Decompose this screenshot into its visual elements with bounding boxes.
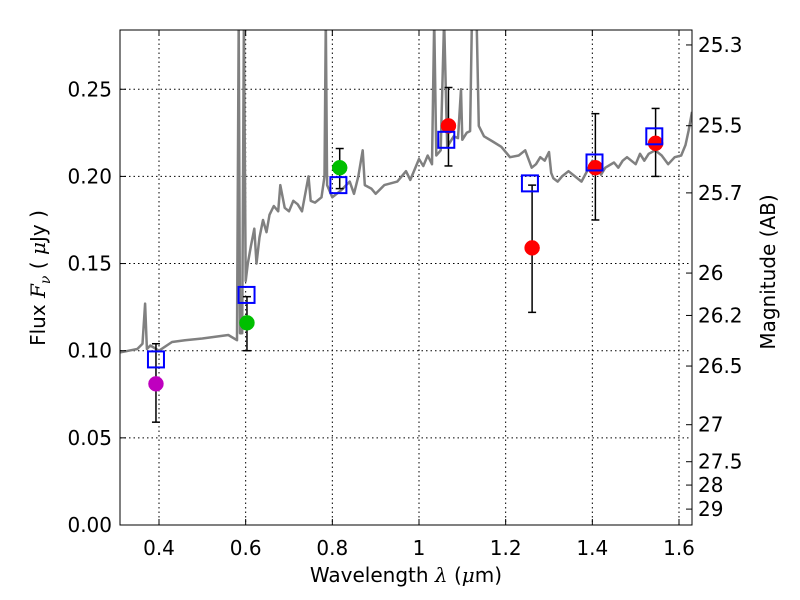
magnitude-tick-label: 25.5 <box>698 114 743 138</box>
observed-point <box>148 376 164 392</box>
y-tick-label: 0.15 <box>67 252 112 276</box>
x-axis-ticks: 0.4 0.6 0.8 1 1.2 1.4 1.6 <box>143 30 695 560</box>
magnitude-tick-label: 25.7 <box>698 181 743 205</box>
observed-point <box>587 159 604 176</box>
magnitude-tick-label: 26 <box>698 261 723 285</box>
magnitude-tick-label: 28 <box>698 473 723 497</box>
magnitude-tick-label: 25.3 <box>698 33 743 57</box>
plot-frame <box>119 29 693 526</box>
x-tick-label: 1.4 <box>576 536 608 560</box>
observed-points <box>148 118 664 392</box>
error-bars <box>151 86 660 423</box>
observed-point <box>239 315 255 331</box>
model-spectrum-line <box>120 30 692 354</box>
grid <box>120 30 692 526</box>
y-tick-label: 0.00 <box>67 513 112 537</box>
observed-point <box>647 135 664 152</box>
x-tick-label: 0.8 <box>316 536 348 560</box>
model-band-square <box>437 130 456 149</box>
y-tick-label: 0.20 <box>67 164 112 188</box>
model-band-square <box>146 350 165 369</box>
model-band-square <box>585 153 604 172</box>
x-tick-label: 1.6 <box>663 536 695 560</box>
observed-point <box>524 240 540 256</box>
magnitude-tick-label: 29 <box>698 497 723 521</box>
model-band-square <box>329 176 348 195</box>
y-tick-label: 0.10 <box>67 339 112 363</box>
magnitude-tick-label: 26.5 <box>698 354 743 378</box>
model-band-square <box>237 285 256 304</box>
x-tick-label: 1.2 <box>490 536 522 560</box>
model-band-square <box>520 174 539 193</box>
y-tick-label: 0.05 <box>67 426 112 450</box>
magnitude-tick-label: 26.2 <box>698 303 743 327</box>
x-axis-label: Wavelength λ (μm) <box>310 563 502 587</box>
magnitude-tick-label: 27 <box>698 413 723 437</box>
y-axis-ticks: 0.00 0.05 0.10 0.15 0.20 0.25 <box>67 77 126 537</box>
x-tick-label: 0.4 <box>143 536 175 560</box>
y-axis-label: Flux Fν ( μJy ) <box>26 210 54 346</box>
model-band-points <box>146 127 664 369</box>
observed-point <box>440 118 457 134</box>
x-tick-label: 1 <box>413 536 426 560</box>
x-tick-label: 0.6 <box>230 536 262 560</box>
magnitude-axis-label: Magnitude (AB) <box>756 194 780 349</box>
observed-point <box>331 159 348 176</box>
model-band-square <box>645 127 664 146</box>
magnitude-tick-label: 27.5 <box>698 450 743 474</box>
y-tick-label: 0.25 <box>67 77 112 101</box>
